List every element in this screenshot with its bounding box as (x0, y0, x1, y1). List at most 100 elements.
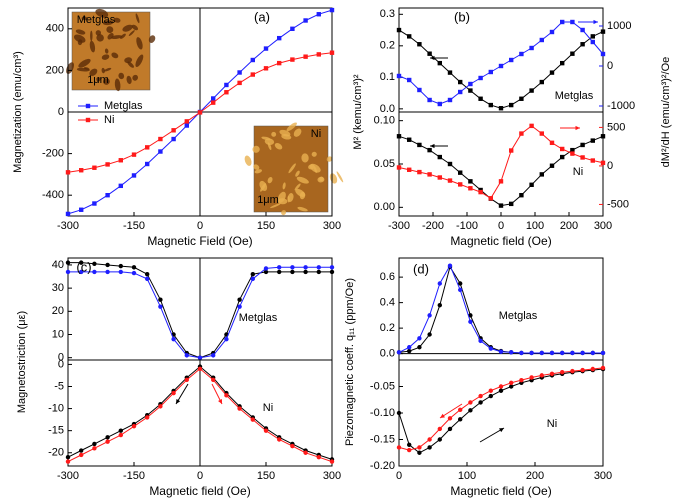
inset-texture (83, 67, 90, 70)
marker (529, 350, 534, 356)
y-tick-label: 0.0 (380, 348, 395, 360)
marker (316, 12, 321, 17)
marker (158, 304, 163, 309)
marker (79, 452, 84, 458)
marker (224, 82, 229, 88)
inset-texture (110, 35, 123, 40)
inset-texture (89, 68, 98, 76)
marker (277, 269, 282, 275)
marker (131, 265, 137, 270)
inset-texture (96, 76, 101, 82)
plot-frame (398, 359, 604, 467)
marker (407, 77, 412, 83)
marker (118, 158, 123, 163)
marker (549, 140, 555, 146)
marker (131, 152, 137, 157)
marker (560, 369, 565, 375)
marker (458, 287, 463, 293)
marker (396, 134, 402, 139)
arrow-head (575, 125, 580, 131)
marker (427, 97, 432, 103)
marker (498, 179, 504, 184)
inset-texture (103, 78, 110, 85)
annotation: Ni (263, 402, 273, 414)
marker (529, 123, 534, 129)
inset-texture (281, 134, 292, 140)
x-tick-label: 150 (257, 470, 275, 482)
y-tick-label: 0.6 (380, 271, 395, 283)
inset-texture (124, 57, 133, 64)
marker (590, 350, 595, 356)
marker (427, 147, 432, 153)
annotation: 1μm (87, 74, 109, 86)
legend-label: Ni (104, 114, 114, 126)
marker (92, 446, 97, 451)
inset-texture (95, 8, 109, 18)
marker (171, 336, 176, 342)
inset-texture (301, 153, 309, 163)
annotation: 1μm (257, 194, 279, 206)
y2-tick-label: 0 (607, 60, 613, 72)
marker (237, 70, 242, 75)
marker (263, 266, 269, 271)
marker (560, 60, 565, 66)
x-tick-label: 300 (594, 470, 612, 482)
marker (118, 269, 124, 275)
inset-texture (127, 61, 134, 68)
marker (580, 367, 585, 373)
inset-texture (281, 210, 287, 216)
marker (468, 186, 473, 191)
marker (250, 417, 255, 422)
marker (303, 450, 308, 455)
marker (580, 27, 585, 33)
inset-texture (299, 191, 306, 200)
marker (316, 265, 321, 270)
legend-marker (85, 117, 91, 123)
marker (396, 165, 402, 170)
marker (105, 435, 110, 440)
marker (478, 189, 483, 195)
inset-texture (277, 191, 286, 203)
marker (417, 142, 422, 148)
marker (570, 350, 575, 356)
annotation: Ni (573, 166, 583, 178)
inset-texture (286, 122, 297, 132)
x-tick-label: -300 (57, 220, 79, 232)
y2-tick-label: 500 (607, 121, 625, 133)
marker (250, 57, 255, 63)
inset-texture (252, 145, 260, 153)
marker (224, 393, 229, 398)
marker (600, 134, 606, 139)
annotation: Metglas (77, 14, 116, 26)
x-tick-label: -150 (123, 470, 145, 482)
marker (488, 102, 493, 108)
marker (600, 160, 606, 166)
marker (437, 175, 442, 180)
marker (65, 170, 71, 175)
inset-texture (101, 54, 110, 60)
y-tick-label: 0.10 (374, 115, 395, 127)
inset-texture (260, 183, 267, 192)
marker (458, 182, 463, 187)
y-tick-label: -20 (48, 447, 64, 459)
marker (211, 377, 216, 383)
marker (184, 353, 189, 358)
marker (145, 272, 150, 277)
marker (131, 270, 137, 276)
inset-texture (294, 183, 301, 191)
marker (79, 168, 84, 173)
marker (590, 34, 595, 39)
inset-texture (126, 75, 132, 85)
inset-texture (102, 20, 114, 26)
marker (458, 79, 463, 85)
marker (184, 119, 189, 124)
marker (458, 407, 463, 413)
marker (105, 193, 110, 198)
marker (468, 81, 473, 87)
marker (329, 265, 335, 270)
marker (211, 353, 216, 358)
marker (570, 147, 575, 153)
panel-label: (a) (254, 9, 270, 24)
marker (580, 155, 585, 160)
marker (590, 366, 595, 372)
